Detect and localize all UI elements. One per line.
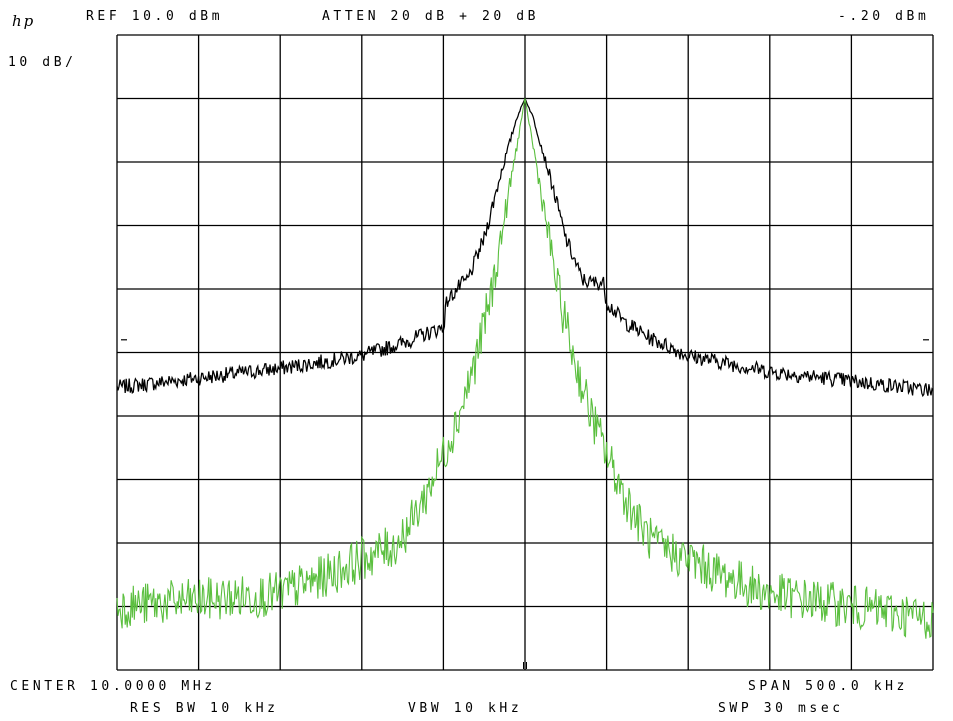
center-frequency-label: CENTER 10.0000 MHz xyxy=(10,679,216,694)
graticule xyxy=(116,34,934,671)
hp-logo: hp xyxy=(12,12,36,30)
attenuation-label: ATTEN 20 dB + 20 dB xyxy=(322,9,540,24)
graticule-marks xyxy=(121,339,929,669)
marker-amplitude-label: -.20 dBm xyxy=(838,9,930,24)
video-bandwidth-label: VBW 10 kHz xyxy=(408,701,523,716)
scale-label: 10 dB/ xyxy=(8,55,77,70)
traces xyxy=(116,96,934,639)
resolution-bandwidth-label: RES BW 10 kHz xyxy=(130,701,279,716)
reference-level-label: REF 10.0 dBm xyxy=(86,9,224,24)
trace-b-line xyxy=(116,98,934,639)
span-label: SPAN 500.0 kHz xyxy=(748,679,908,694)
sweep-time-label: SWP 30 msec xyxy=(718,701,844,716)
